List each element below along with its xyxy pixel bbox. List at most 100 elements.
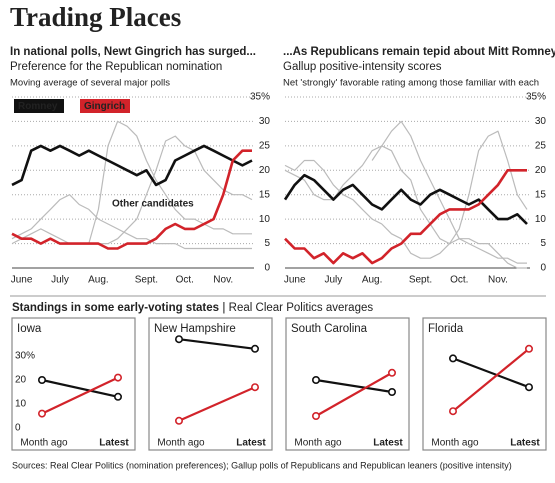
- legend-swatch: [14, 99, 64, 113]
- panel-title: Florida: [428, 323, 464, 335]
- x-tick-label: July: [325, 275, 343, 286]
- series-line: [41, 376, 119, 415]
- point: [311, 411, 320, 420]
- series-line: [283, 173, 528, 225]
- y-tick-label: 15: [259, 189, 271, 200]
- chart-subtitle: Gallup positive-intensity scores: [283, 61, 442, 73]
- point: [448, 407, 457, 416]
- point: [448, 354, 457, 363]
- y-tick-label: 30: [535, 116, 547, 127]
- y-tick-label: 10: [15, 399, 27, 410]
- legend-label: Romney: [18, 101, 58, 112]
- series-line: [178, 386, 256, 422]
- x-tick-label: July: [51, 275, 69, 286]
- x-tick-label: Month ago: [294, 438, 342, 449]
- series-line: [315, 378, 393, 394]
- y-tick-label: 5: [540, 238, 546, 249]
- y-tick-label: 30%: [15, 351, 35, 362]
- point: [387, 368, 396, 377]
- series-line: [41, 378, 119, 398]
- x-tick-label: Latest: [236, 438, 266, 449]
- series-line: [452, 357, 530, 389]
- y-tick-label: 15: [535, 189, 547, 200]
- section-title: Standings in some early-voting states | …: [12, 302, 373, 314]
- series-line: [284, 145, 527, 269]
- point: [524, 383, 533, 392]
- point: [251, 344, 260, 353]
- panel-frame: [285, 317, 410, 451]
- y-tick-label: 10: [259, 214, 271, 225]
- x-tick-label: Sept.: [135, 275, 158, 286]
- series-line: [452, 347, 530, 413]
- x-tick-label: Oct.: [176, 275, 194, 286]
- y-tick-label: 20: [259, 165, 271, 176]
- chart-title: ...As Republicans remain tepid about Mit…: [283, 46, 555, 58]
- panel-frame: [148, 317, 273, 451]
- y-tick-label: 10: [535, 214, 547, 225]
- y-tick-label: 25: [259, 140, 271, 151]
- point: [37, 409, 46, 418]
- series-line: [11, 194, 252, 250]
- annotation: Other candidates: [112, 199, 194, 210]
- chart-note: Moving average of several major polls: [10, 78, 170, 89]
- panel-title: New Hampshire: [154, 323, 236, 335]
- chart-note: Net 'strongly' favorable rating among th…: [283, 78, 539, 89]
- point: [311, 375, 320, 384]
- y-tick-label: 35%: [526, 92, 546, 103]
- series-line: [11, 135, 253, 245]
- x-tick-label: Month ago: [20, 438, 68, 449]
- series-line: [371, 120, 527, 264]
- legend-swatch: [80, 99, 130, 113]
- x-tick-label: Oct.: [450, 275, 468, 286]
- y-tick-label: 20: [535, 165, 547, 176]
- series-line: [178, 338, 256, 350]
- panel-title: Iowa: [17, 323, 42, 335]
- x-tick-label: Latest: [510, 438, 540, 449]
- y-tick-label: 20: [15, 375, 27, 386]
- series-line: [88, 120, 252, 244]
- legend-label: Gingrich: [84, 101, 125, 112]
- page-title: Trading Places: [10, 2, 181, 32]
- x-tick-label: Aug.: [362, 275, 383, 286]
- y-tick-label: 35%: [250, 92, 270, 103]
- x-tick-label: Latest: [99, 438, 129, 449]
- series-line: [11, 149, 252, 250]
- section-heading: Standings in some early-voting states: [12, 302, 219, 314]
- panel-frame: [11, 317, 136, 451]
- series-line: [284, 130, 528, 259]
- y-tick-label: 0: [264, 263, 270, 274]
- y-tick-label: 0: [15, 423, 21, 434]
- chart-title: In national polls, Newt Gingrich has sur…: [10, 46, 256, 58]
- section-note: Real Clear Politics averages: [229, 302, 374, 314]
- point: [251, 383, 260, 392]
- point: [387, 387, 396, 396]
- point: [114, 373, 123, 382]
- series-line: [284, 169, 527, 265]
- x-tick-label: June: [284, 275, 306, 286]
- x-tick-label: Latest: [373, 438, 403, 449]
- separator: |: [219, 302, 229, 314]
- y-tick-label: 25: [535, 140, 547, 151]
- x-tick-label: Nov.: [488, 275, 508, 286]
- source: Sources: Real Clear Politics (nomination…: [12, 460, 512, 470]
- series-line: [315, 371, 393, 417]
- panel-title: South Carolina: [291, 323, 368, 335]
- point: [175, 335, 184, 344]
- x-tick-label: Aug.: [88, 275, 109, 286]
- y-tick-label: 5: [264, 238, 270, 249]
- series-line: [11, 144, 253, 187]
- point: [114, 392, 123, 401]
- x-tick-label: Sept.: [409, 275, 432, 286]
- y-tick-label: 0: [540, 263, 546, 274]
- x-tick-label: Month ago: [431, 438, 479, 449]
- x-tick-label: June: [11, 275, 33, 286]
- y-tick-label: 30: [259, 116, 271, 127]
- point: [37, 375, 46, 384]
- x-tick-label: Month ago: [157, 438, 205, 449]
- chart-subtitle: Preference for the Republican nomination: [10, 61, 222, 73]
- point: [524, 344, 533, 353]
- panel-frame: [422, 317, 547, 451]
- x-tick-label: Nov.: [213, 275, 233, 286]
